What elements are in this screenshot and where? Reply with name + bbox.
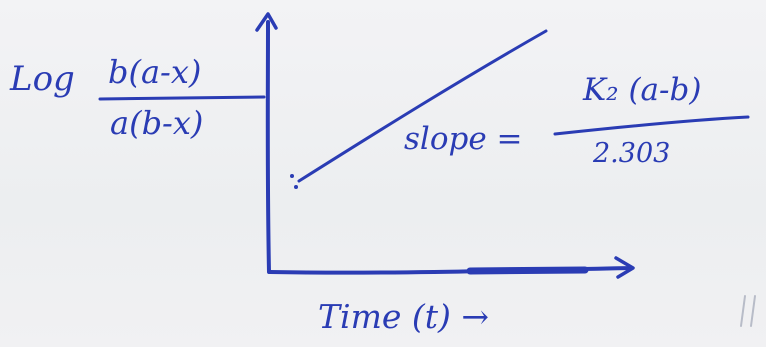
ylabel-fraction-bar	[98, 95, 266, 101]
slope-fraction-bar	[553, 115, 750, 136]
line-start-dot	[294, 185, 298, 189]
x-axis-arrow-icon	[614, 256, 635, 279]
x-axis-heavy-stroke	[466, 266, 589, 275]
y-axis	[265, 20, 271, 274]
y-axis-label-denominator: a(b-x)	[110, 104, 204, 142]
y-axis-label-log: Log	[10, 59, 75, 99]
y-axis-label-numerator: b(a-x)	[108, 53, 202, 91]
margin-mark	[740, 295, 756, 327]
slope-denominator: 2.303	[593, 138, 671, 169]
slope-label: slope =	[404, 121, 523, 157]
line-start-dot	[290, 174, 294, 178]
plot-line	[297, 29, 548, 183]
slope-numerator: K₂ (a-b)	[583, 72, 702, 108]
y-axis-arrow-icon	[255, 12, 278, 32]
x-axis-label: Time (t) →	[318, 297, 490, 336]
